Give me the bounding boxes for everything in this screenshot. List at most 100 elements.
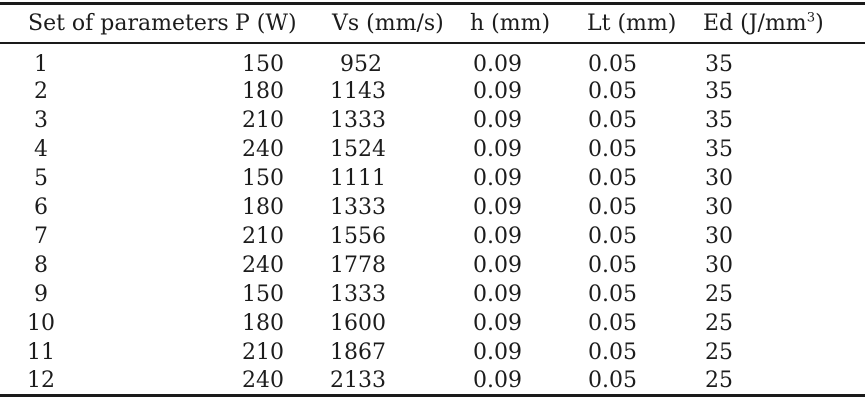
column-header-power: P (W) (230, 3, 330, 44)
cell-hatch: 0.09 (473, 165, 522, 191)
cell-set: 10 (0, 309, 230, 338)
cell-set-value: 8 (34, 252, 48, 278)
column-header-label: h (mm) (470, 10, 551, 36)
column-header-scan-speed: Vs (mm/s) (330, 3, 462, 44)
cell-power: 180 (242, 310, 284, 336)
cell-hatch: 0.09 (473, 194, 522, 220)
cell-set: 4 (0, 135, 230, 164)
cell-set: 1 (0, 43, 230, 77)
cell-energy-density: 25 (705, 339, 733, 365)
cell-energy-density: 25 (705, 281, 733, 307)
cell-layer-thickness: 0.05 (588, 107, 637, 133)
cell-layer-thickness: 0.05 (588, 310, 637, 336)
cell-power: 210 (242, 339, 284, 365)
cell-hatch: 0.09 (473, 367, 522, 393)
column-header-label: Vs (mm/s) (332, 10, 444, 36)
cell-set-value: 7 (34, 223, 48, 249)
cell-hatch: 0.09 (473, 223, 522, 249)
superscript-3: 3 (806, 10, 816, 26)
cell-set-value: 1 (34, 51, 48, 77)
table-row: 9 150 1333 0.09 0.05 25 (0, 280, 865, 309)
parameters-table: Set of parameters P (W) Vs (mm/s) h (mm)… (0, 2, 865, 397)
cell-layer-thickness: 0.05 (588, 51, 637, 77)
cell-scan-speed: 1867 (330, 339, 386, 365)
table-row: 6 180 1333 0.09 0.05 30 (0, 193, 865, 222)
cell-set: 12 (0, 367, 230, 396)
cell-layer-thickness: 0.05 (588, 223, 637, 249)
cell-set: 9 (0, 280, 230, 309)
cell-scan-speed: 1333 (330, 194, 386, 220)
cell-scan-speed: 1143 (330, 78, 386, 104)
cell-energy-density: 30 (705, 223, 733, 249)
column-header-set-of-parameters: Set of parameters (0, 3, 230, 44)
cell-energy-density: 25 (705, 367, 733, 393)
cell-set: 8 (0, 251, 230, 280)
cell-set-value: 3 (34, 107, 48, 133)
cell-set-value: 12 (27, 367, 55, 393)
cell-power: 210 (242, 223, 284, 249)
cell-set: 5 (0, 164, 230, 193)
cell-power: 240 (242, 367, 284, 393)
header-row: Set of parameters P (W) Vs (mm/s) h (mm)… (0, 3, 865, 44)
cell-hatch: 0.09 (473, 51, 522, 77)
table-row: 8 240 1778 0.09 0.05 30 (0, 251, 865, 280)
cell-set: 11 (0, 338, 230, 367)
column-header-label: Set of parameters (28, 10, 229, 36)
table-row: 1 150 952 0.09 0.05 35 (0, 43, 865, 77)
cell-energy-density: 35 (705, 51, 733, 77)
cell-scan-speed: 1111 (330, 165, 386, 191)
cell-energy-density: 35 (705, 78, 733, 104)
column-header-label: P (W) (235, 10, 297, 36)
cell-hatch: 0.09 (473, 339, 522, 365)
cell-scan-speed: 1556 (330, 223, 386, 249)
cell-hatch: 0.09 (473, 136, 522, 162)
cell-hatch: 0.09 (473, 78, 522, 104)
cell-set: 3 (0, 106, 230, 135)
cell-energy-density: 30 (705, 194, 733, 220)
cell-layer-thickness: 0.05 (588, 78, 637, 104)
cell-scan-speed: 1524 (330, 136, 386, 162)
column-header-hatch: h (mm) (462, 3, 585, 44)
cell-scan-speed: 952 (340, 51, 382, 77)
cell-set-value: 2 (34, 78, 48, 104)
cell-layer-thickness: 0.05 (588, 252, 637, 278)
table-row: 3 210 1333 0.09 0.05 35 (0, 106, 865, 135)
cell-power: 240 (242, 252, 284, 278)
table-body: 1 150 952 0.09 0.05 35 2 180 1143 0.09 0… (0, 43, 865, 396)
cell-scan-speed: 1333 (330, 107, 386, 133)
cell-scan-speed: 1778 (330, 252, 386, 278)
column-header-energy-density: Ed (J/mm3) (700, 3, 865, 44)
table-row: 12 240 2133 0.09 0.05 25 (0, 367, 865, 396)
cell-set-value: 5 (34, 165, 48, 191)
cell-energy-density: 30 (705, 165, 733, 191)
cell-set: 6 (0, 193, 230, 222)
cell-set-value: 4 (34, 136, 48, 162)
cell-set-value: 6 (34, 194, 48, 220)
cell-layer-thickness: 0.05 (588, 339, 637, 365)
cell-hatch: 0.09 (473, 310, 522, 336)
cell-energy-density: 35 (705, 136, 733, 162)
cell-set-value: 10 (27, 310, 55, 336)
cell-hatch: 0.09 (473, 252, 522, 278)
cell-layer-thickness: 0.05 (588, 194, 637, 220)
table-row: 10 180 1600 0.09 0.05 25 (0, 309, 865, 338)
cell-layer-thickness: 0.05 (588, 281, 637, 307)
cell-scan-speed: 2133 (330, 367, 386, 393)
cell-set: 7 (0, 222, 230, 251)
cell-power: 150 (242, 51, 284, 77)
cell-power: 210 (242, 107, 284, 133)
cell-set: 2 (0, 77, 230, 106)
table-row: 7 210 1556 0.09 0.05 30 (0, 222, 865, 251)
cell-scan-speed: 1600 (330, 310, 386, 336)
cell-power: 180 (242, 194, 284, 220)
table-row: 2 180 1143 0.09 0.05 35 (0, 77, 865, 106)
table-row: 5 150 1111 0.09 0.05 30 (0, 164, 865, 193)
cell-energy-density: 30 (705, 252, 733, 278)
cell-scan-speed: 1333 (330, 281, 386, 307)
cell-layer-thickness: 0.05 (588, 165, 637, 191)
table-header: Set of parameters P (W) Vs (mm/s) h (mm)… (0, 3, 865, 44)
cell-set-value: 9 (34, 281, 48, 307)
cell-hatch: 0.09 (473, 281, 522, 307)
cell-power: 150 (242, 165, 284, 191)
